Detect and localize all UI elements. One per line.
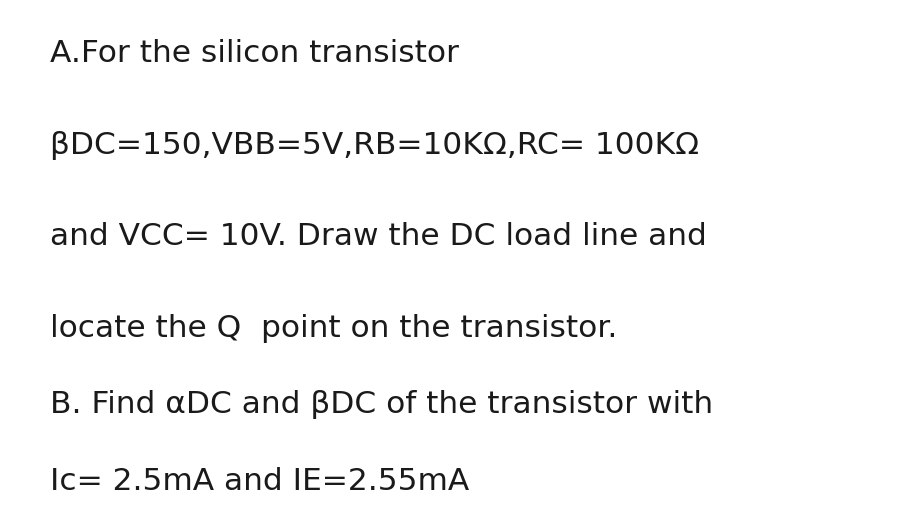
Text: and VCC= 10V. Draw the DC load line and: and VCC= 10V. Draw the DC load line and xyxy=(50,222,707,251)
Text: B. Find αDC and βDC of the transistor with: B. Find αDC and βDC of the transistor wi… xyxy=(50,390,713,419)
Text: βDC=150,VBB=5V,RB=10KΩ,RC= 100KΩ: βDC=150,VBB=5V,RB=10KΩ,RC= 100KΩ xyxy=(50,131,699,159)
Text: A.For the silicon transistor: A.For the silicon transistor xyxy=(50,39,459,68)
Text: Ic= 2.5mA and IE=2.55mA: Ic= 2.5mA and IE=2.55mA xyxy=(50,467,469,495)
Text: locate the Q  point on the transistor.: locate the Q point on the transistor. xyxy=(50,314,617,343)
